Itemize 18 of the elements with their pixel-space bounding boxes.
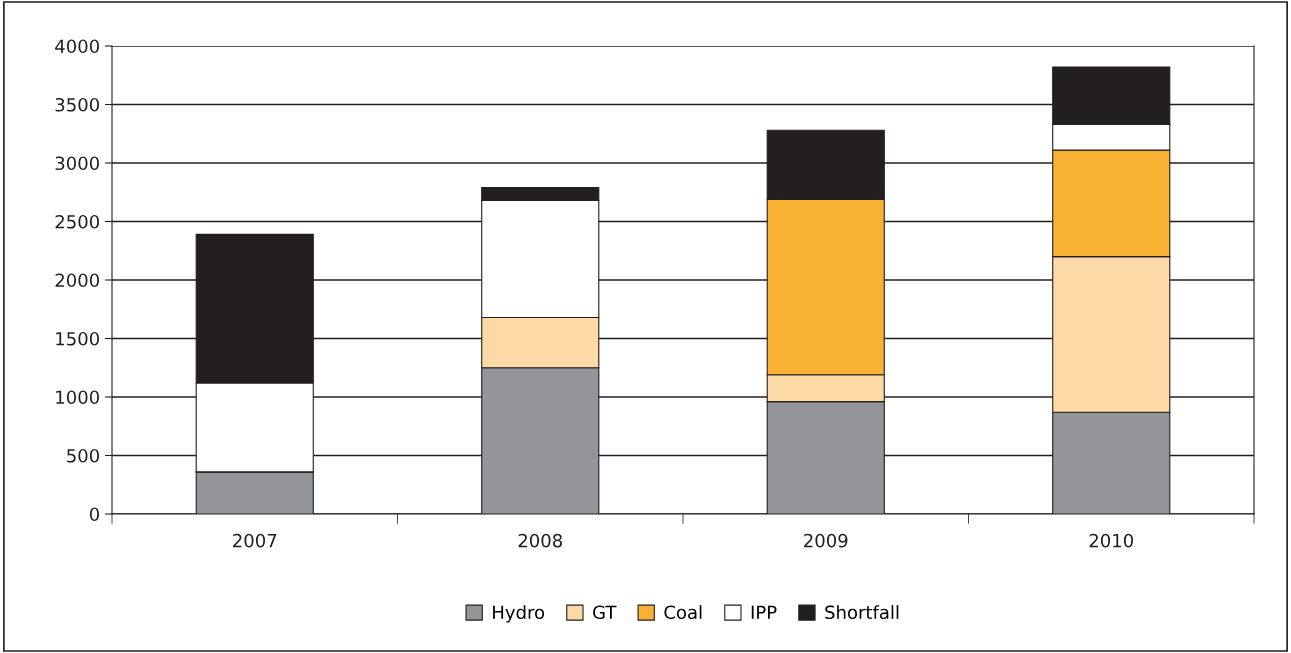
- y-tick-label: 500: [67, 448, 99, 463]
- legend-label: GT: [593, 605, 617, 620]
- x-tick-label: 2010: [1089, 533, 1134, 548]
- y-tick-label: 1000: [56, 390, 99, 405]
- y-tick-label: 3000: [55, 156, 99, 171]
- y-tick-label: 4000: [55, 39, 99, 54]
- x-tick-label: 2009: [804, 533, 848, 548]
- y-tick-label: 2500: [55, 214, 99, 229]
- legend-label: Coal: [664, 605, 702, 620]
- x-tick-label: 2008: [518, 533, 562, 548]
- x-tick-label: 2007: [233, 533, 277, 548]
- y-tick-label: 0: [89, 507, 99, 522]
- legend-label: Hydro: [493, 605, 545, 623]
- legend-label: IPP: [751, 605, 777, 619]
- y-tick-label: 2000: [55, 273, 99, 288]
- y-tick-label: 3500: [55, 97, 99, 112]
- legend-label: Shortfall: [825, 605, 899, 620]
- y-tick-label: 1500: [56, 331, 99, 346]
